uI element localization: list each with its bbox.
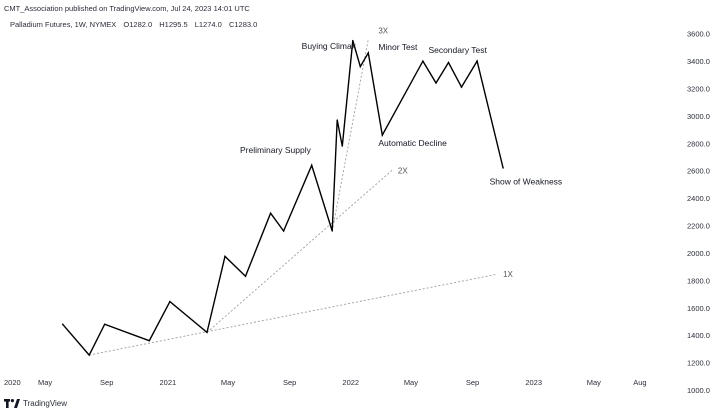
- annotation-automatic-decline: Automatic Decline: [378, 138, 447, 148]
- x-tick-label: May: [587, 378, 601, 387]
- x-tick-label: May: [404, 378, 418, 387]
- price-point-13: [341, 145, 343, 147]
- x-tick-label: 2020: [4, 378, 21, 387]
- x-tick-label: 2023: [525, 378, 542, 387]
- x-tick-label: 2022: [342, 378, 359, 387]
- x-tick-label: Aug: [633, 378, 646, 387]
- price-point-15: [359, 65, 361, 68]
- price-series: [61, 39, 504, 357]
- price-point-17: [381, 134, 384, 136]
- price-point-11: [331, 230, 333, 232]
- x-axis: 2020 May Sep 2021 May Sep 2022 May Sep 2023 May Aug: [4, 378, 647, 387]
- symbol-name: Palladium Futures, 1W, NYMEX: [10, 20, 117, 29]
- annotation-preliminary-supply: Preliminary Supply: [240, 145, 312, 155]
- y-tick-label: 2800.0: [687, 139, 710, 148]
- footer-brand: TradingView: [23, 399, 68, 408]
- y-tick-label: 2400.0: [687, 194, 710, 203]
- price-point-18: [422, 60, 424, 62]
- symbol-info: Palladium Futures, 1W, NYMEX O1282.0 H12…: [10, 20, 262, 29]
- annotation-1x: 1X: [503, 270, 513, 279]
- y-tick-label: 1000.0: [687, 386, 710, 395]
- y-tick-label: 3000.0: [687, 112, 710, 121]
- price-point-19: [435, 82, 437, 84]
- y-tick-label: 1200.0: [687, 359, 710, 368]
- y-tick-label: 1600.0: [687, 304, 710, 313]
- y-tick-label: 3400.0: [687, 57, 710, 66]
- publisher-line: CMT_Association published on TradingView…: [4, 4, 250, 13]
- price-point-21: [460, 86, 463, 88]
- price-point-22: [476, 60, 478, 62]
- fan-lines: [89, 39, 498, 356]
- price-point-10: [310, 164, 313, 166]
- y-tick-label: 3600.0: [687, 30, 710, 39]
- y-tick-label: 3200.0: [687, 85, 710, 94]
- fan-line-2x: [206, 169, 393, 333]
- y-tick-label: 2200.0: [687, 222, 710, 231]
- annotation-3x: 3X: [378, 27, 388, 36]
- price-point-4: [169, 300, 171, 303]
- price-point-3: [148, 339, 151, 342]
- annotation-minor-test: Minor Test: [378, 42, 418, 52]
- price-point-6: [224, 255, 226, 258]
- price-point-9: [282, 230, 285, 232]
- annotation-secondary-test: Secondary Test: [428, 45, 487, 55]
- price-point-2: [104, 323, 106, 325]
- x-tick-label: Sep: [466, 378, 479, 387]
- price-point-20: [447, 61, 450, 64]
- price-point-1: [88, 354, 90, 356]
- price-point-16: [367, 52, 370, 54]
- high-value: H1295.5: [159, 20, 188, 29]
- y-tick-label: 2600.0: [687, 167, 710, 176]
- x-tick-label: 2021: [160, 378, 177, 387]
- y-tick-label: 1400.0: [687, 331, 710, 340]
- price-point-7: [244, 275, 247, 277]
- x-tick-label: May: [38, 378, 52, 387]
- x-tick-label: Sep: [100, 378, 113, 387]
- y-tick-label: 1800.0: [687, 276, 710, 285]
- x-tick-label: May: [221, 378, 235, 387]
- low-value: L1274.0: [194, 20, 222, 29]
- x-tick-label: Sep: [283, 378, 296, 387]
- fan-line-1x: [89, 273, 498, 356]
- footer: TradingView: [4, 399, 67, 408]
- price-point-8: [269, 212, 272, 214]
- price-point-5: [206, 331, 208, 334]
- price-line: [62, 40, 504, 357]
- fan-line-3x: [331, 39, 369, 232]
- annotation-buying-climax: Buying Climax: [302, 41, 357, 51]
- close-value: C1283.0: [228, 20, 258, 29]
- annotation-2x: 2X: [398, 166, 408, 175]
- open-value: O1282.0: [123, 20, 153, 29]
- price-point-0: [61, 323, 64, 325]
- price-point-14: [352, 39, 354, 42]
- annotations: Preliminary Supply Buying Climax 3X Minor T…: [240, 27, 562, 279]
- annotation-show-of-weakness: Show of Weakness: [490, 176, 563, 186]
- y-axis: 1000.0 1200.0 1400.0 1600.0 1800.0 2000.0 2200…: [687, 30, 710, 395]
- y-tick-label: 2000.0: [687, 249, 710, 258]
- tradingview-logo-icon: [4, 399, 20, 408]
- price-point-23: [502, 167, 504, 169]
- price-point-12: [336, 119, 338, 121]
